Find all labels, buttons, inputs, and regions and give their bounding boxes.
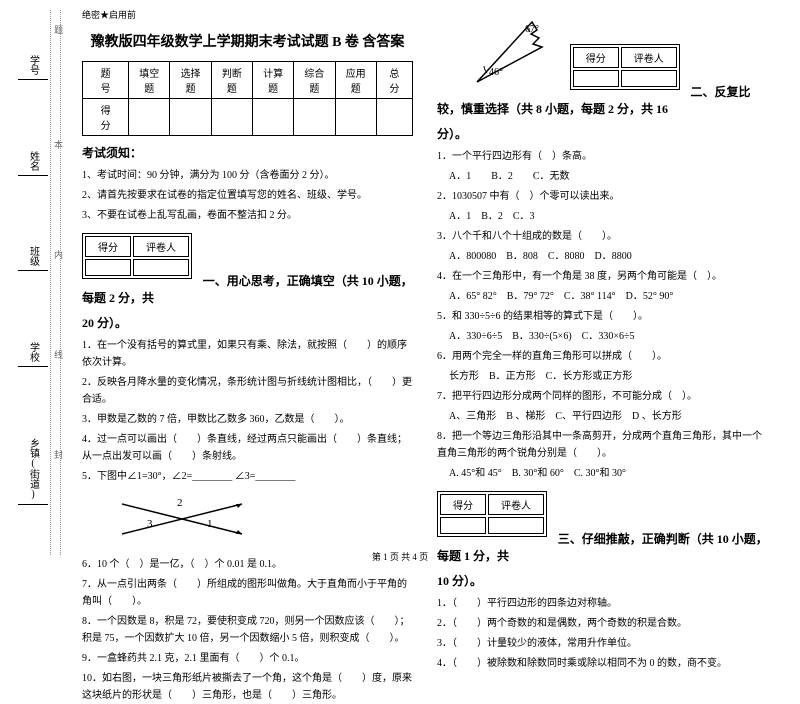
torn-triangle-figure: 67° 46°: [457, 12, 567, 92]
q2-3: 3．八个千和八个十组成的数是（ ）。: [437, 228, 768, 245]
q2-2: 2．1030507 中有（ ）个零可以读出来。: [437, 188, 768, 205]
confidential-note: 绝密★启用前: [82, 8, 413, 21]
score-header-row: 题 号填空题选择题判断题计算题综合题应用题总分: [83, 62, 413, 99]
svg-text:46°: 46°: [489, 67, 503, 78]
q1-7: 7．从一点引出两条（ ）所组成的图形叫做角。大于直角而小于平角的角叫（ ）。: [82, 576, 413, 610]
q1-5: 5．下图中∠1=30°，∠2=________ ∠3=________: [82, 468, 413, 485]
side-label-xingming: 姓名: [18, 151, 48, 176]
fold-char-ti: 题: [52, 25, 65, 34]
notice-item: 2、请首先按要求在试卷的指定位置填写您的姓名、班级、学号。: [82, 187, 413, 205]
q3-3: 3．（ ）计量较少的液体，常用升作单位。: [437, 635, 768, 652]
fold-char-xian: 线: [52, 350, 65, 359]
q1-10: 10．如右图，一块三角形纸片被撕去了一个角，这个角是（ ）度，原来这块纸片的形状…: [82, 670, 413, 704]
page-footer: 第 1 页 共 4 页: [0, 550, 800, 563]
scorer-box-3: 得分评卷人: [437, 491, 547, 537]
q1-9: 9．一盒蜂药共 2.1 克，2.1 里面有（ ）个 0.1。: [82, 650, 413, 667]
q1-3: 3．甲数是乙数的 7 倍，甲数比乙数多 360，乙数是（ ）。: [82, 411, 413, 428]
score-value-row: 得 分: [83, 99, 413, 136]
q2-1: 1．一个平行四边形有（ ）条高。: [437, 148, 768, 165]
fold-char-nei: 内: [52, 250, 65, 259]
fold-char-ben: 本: [52, 140, 65, 149]
scorer-box-1: 得分评卷人: [82, 233, 192, 279]
q2-8-opts: A. 45°和 45° B. 30°和 60° C. 30°和 30°: [449, 465, 768, 482]
q2-8: 8．把一个等边三角形沿其中一条高剪开，分成两个直角三角形，其中一个直角三角形的两…: [437, 428, 768, 462]
q1-1: 1．在一个没有括号的算式里，如果只有乘、除法，就按照（ ）的顺序依次计算。: [82, 337, 413, 371]
q2-6: 6．用两个完全一样的直角三角形可以拼成（ ）。: [437, 348, 768, 365]
q2-4: 4．在一个三角形中，有一个角是 38 度，另两个角可能是（ ）。: [437, 268, 768, 285]
q3-2: 2．（ ）两个奇数的和是偶数，两个奇数的积是合数。: [437, 615, 768, 632]
fold-char-feng: 封: [52, 450, 65, 459]
svg-text:3: 3: [147, 518, 153, 530]
q3-4: 4．（ ）被除数和除数同时乘或除以相同不为 0 的数，商不变。: [437, 655, 768, 672]
notice-list: 1、考试时间：90 分钟，满分为 100 分（含卷面分 2 分）。 2、请首先按…: [82, 167, 413, 225]
q2-5-opts: A．330÷6÷5 B．330÷(5×6) C．330×6÷5: [449, 328, 768, 345]
scorer-box-2: 得分评卷人: [570, 44, 680, 90]
left-column: 绝密★启用前 豫教版四年级数学上学期期末考试试题 B 卷 含答案 题 号填空题选…: [70, 8, 425, 532]
q2-1-opts: A．1 B．2 C．无数: [449, 168, 768, 185]
notice-item: 1、考试时间：90 分钟，满分为 100 分（含卷面分 2 分）。: [82, 167, 413, 185]
q2-7-opts: A、三角形 B 、梯形 C、平行四边形 D 、长方形: [449, 408, 768, 425]
side-label-xuexiao: 学校: [18, 342, 48, 367]
q1-2: 2．反映各月降水量的变化情况，条形统计图与折线统计图相比，（ ）更合适。: [82, 374, 413, 408]
q1-8: 8．一个因数是 8，积是 72，要使积变成 720，则另一个因数应该（ ）；积是…: [82, 613, 413, 647]
fold-line-2: [60, 10, 61, 555]
section-2-title-2: 分）。: [437, 125, 768, 142]
svg-text:2: 2: [177, 497, 183, 509]
fold-line-1: [50, 10, 51, 555]
notice-item: 3、不要在试卷上乱写乱画，卷面不整洁扣 2 分。: [82, 207, 413, 225]
side-label-banji: 班级: [18, 246, 48, 271]
q2-6-opts: 长方形 B．正方形 C．长方形或正方形: [449, 368, 768, 385]
side-label-xuehao: 学号: [18, 55, 48, 80]
notice-title: 考试须知：: [82, 144, 413, 161]
q2-5: 5．和 330÷5÷6 的结果相等的算式下是（ ）。: [437, 308, 768, 325]
section-1-title-2: 20 分）。: [82, 314, 413, 331]
angle-figure: 2 3 1: [112, 494, 252, 544]
exam-title: 豫教版四年级数学上学期期末考试试题 B 卷 含答案: [82, 31, 413, 51]
q2-3-opts: A．800080 B．808 C．8080 D．8800: [449, 248, 768, 265]
side-label-xiangzhen: 乡镇(街道): [18, 438, 48, 505]
q2-7: 7．把平行四边形分成两个同样的图形，不可能分成（ ）。: [437, 388, 768, 405]
q2-2-opts: A．1 B．2 C．3: [449, 208, 768, 225]
score-table: 题 号填空题选择题判断题计算题综合题应用题总分 得 分: [82, 61, 413, 136]
svg-text:67°: 67°: [525, 24, 539, 35]
q3-1: 1．（ ）平行四边形的四条边对称轴。: [437, 595, 768, 612]
right-column: 67° 46° 得分评卷人 二、反复比较，慎重选择（共 8 小题，每题 2 分，…: [425, 8, 780, 532]
q2-4-opts: A．65° 82° B．79° 72° C．38° 114° D．52° 90°: [449, 288, 768, 305]
q1-4: 4．过一点可以画出（ ）条直线，经过两点只能画出（ ）条直线；从一点出发可以画（…: [82, 431, 413, 465]
section-3-title-2: 10 分）。: [437, 572, 768, 589]
svg-text:1: 1: [207, 518, 213, 530]
